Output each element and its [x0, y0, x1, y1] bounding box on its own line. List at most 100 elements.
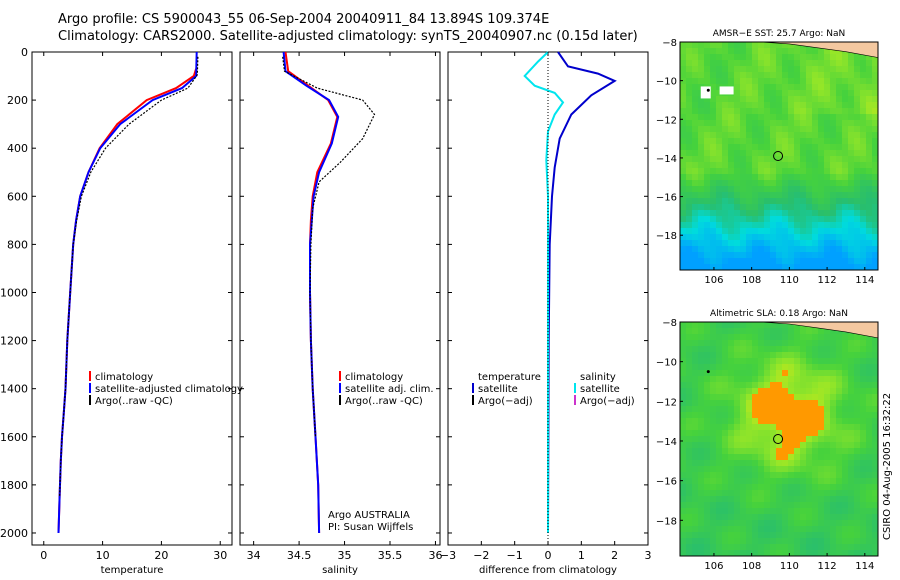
sla-map-cell	[836, 418, 842, 424]
sla-map-cell	[692, 442, 698, 448]
depth-tick-label: 200	[7, 94, 28, 107]
sst-map-cell	[842, 222, 848, 228]
sla-map-cell	[770, 472, 776, 478]
sst-map-cell	[872, 96, 878, 102]
sla-map-cell	[710, 478, 716, 484]
sst-map-cell	[740, 60, 746, 66]
sla-map-cell	[770, 394, 776, 400]
sst-map-cell	[728, 228, 734, 234]
sla-map-cell	[722, 406, 728, 412]
sla-map-cell	[710, 508, 716, 514]
sla-map-cell	[872, 454, 878, 460]
sla-map-cell	[722, 538, 728, 544]
sst-map-cell	[764, 216, 770, 222]
sla-map-cell	[866, 388, 872, 394]
sla-map-cell	[740, 526, 746, 532]
sla-map-cell	[860, 472, 866, 478]
sla-map-cell	[782, 370, 788, 376]
sla-map-cell	[692, 478, 698, 484]
sst-map-cell	[782, 126, 788, 132]
sla-map-cell	[848, 514, 854, 520]
sla-map-cell	[770, 544, 776, 550]
sla-map-cell	[842, 340, 848, 346]
sst-map-cell	[734, 198, 740, 204]
salinity-xtick-label: 34	[247, 549, 261, 562]
sla-map-cell	[752, 430, 758, 436]
sla-map-cell	[734, 514, 740, 520]
sst-map-cell	[704, 150, 710, 156]
sla-map-cell	[686, 544, 692, 550]
sla-map-cell	[872, 496, 878, 502]
sst-map-cell	[782, 48, 788, 54]
sla-map-cell	[794, 460, 800, 466]
sla-map-cell	[860, 460, 866, 466]
sst-map-cell	[788, 156, 794, 162]
sst-map-cell	[770, 180, 776, 186]
sst-map-cell	[794, 150, 800, 156]
sst-map-cell	[776, 54, 782, 60]
sla-map-cell	[830, 514, 836, 520]
sla-lon-tick-label: 110	[780, 561, 799, 572]
sla-map-cell	[746, 544, 752, 550]
sla-map-cell	[824, 442, 830, 448]
sst-map-cell	[704, 240, 710, 246]
sst-map-cell	[794, 174, 800, 180]
sla-map-cell	[770, 376, 776, 382]
sst-map-cell	[782, 90, 788, 96]
sst-map-cell	[770, 246, 776, 252]
sla-map-cell	[788, 346, 794, 352]
sst-map-cell	[866, 240, 872, 246]
sst-map-cell	[782, 42, 788, 48]
sla-map-cell	[686, 346, 692, 352]
sla-map-cell	[734, 388, 740, 394]
sst-map-cell	[746, 60, 752, 66]
sla-map-cell	[872, 520, 878, 526]
sst-map-cell	[776, 60, 782, 66]
sla-map-cell	[812, 382, 818, 388]
sst-map-cell	[740, 150, 746, 156]
sla-map-cell	[776, 466, 782, 472]
sla-map-cell	[872, 430, 878, 436]
sst-map-cell	[866, 108, 872, 114]
sla-map-cell	[698, 394, 704, 400]
sla-lat-tick-label: −12	[656, 397, 677, 408]
sla-map-cell	[776, 448, 782, 454]
sst-map-cell	[818, 54, 824, 60]
sst-map-cell	[812, 78, 818, 84]
sst-map-cell	[842, 60, 848, 66]
sla-map-cell	[854, 382, 860, 388]
sla-map-cell	[692, 394, 698, 400]
sla-map-cell	[698, 550, 704, 556]
sla-map-cell	[854, 436, 860, 442]
sla-map-cell	[842, 418, 848, 424]
sla-map-cell	[746, 484, 752, 490]
sst-map-cell	[860, 186, 866, 192]
sla-map-cell	[794, 382, 800, 388]
sla-map-cell	[728, 430, 734, 436]
sst-map-cell	[830, 228, 836, 234]
sla-map-cell	[710, 394, 716, 400]
sla-map-cell	[680, 358, 686, 364]
sla-map-cell	[782, 520, 788, 526]
sst-map-cell	[782, 216, 788, 222]
sla-map-cell	[722, 352, 728, 358]
sla-map-cell	[758, 454, 764, 460]
sla-map-cell	[764, 376, 770, 382]
sla-map-cell	[782, 532, 788, 538]
sst-map-cell	[728, 246, 734, 252]
sst-map-cell	[782, 54, 788, 60]
sla-map-cell	[842, 502, 848, 508]
sla-map-cell	[794, 418, 800, 424]
sla-map-cell	[746, 370, 752, 376]
sst-map-cell	[836, 78, 842, 84]
sla-map-cell	[752, 532, 758, 538]
sla-map-cell	[770, 508, 776, 514]
sst-map-cell	[848, 228, 854, 234]
sla-map-cell	[830, 448, 836, 454]
sla-map-cell	[800, 382, 806, 388]
sla-map-cell	[812, 370, 818, 376]
sla-map-cell	[818, 424, 824, 430]
sst-map-cell	[782, 186, 788, 192]
sla-map-cell	[788, 400, 794, 406]
sst-map-cell	[782, 150, 788, 156]
